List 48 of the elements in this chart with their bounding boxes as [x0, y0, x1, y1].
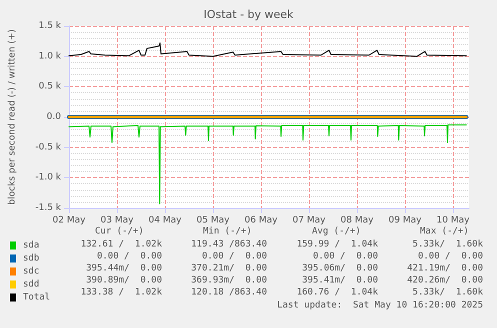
text: 159.99 / 1.04k [296, 240, 379, 250]
text: 0.00 / 0.00 [96, 252, 162, 262]
text: 395.41m/ 0.00 [302, 276, 378, 286]
text: 5.33k/ 1.60k [412, 240, 484, 250]
y-tick-label: 1.0 k [38, 51, 62, 62]
text: Min (-/+) [203, 226, 252, 236]
text: 132.61 / 1.02k [80, 240, 163, 250]
legend-label: sdd [23, 280, 40, 290]
y-tick-label: 1.5 k [38, 21, 62, 31]
y-axis-title: blocks per second read (-) / written (+) [8, 29, 18, 205]
text: 395.44m/ 0.00 [86, 264, 162, 274]
x-tick-label: 09 May [388, 216, 422, 226]
y-tick-label: 0.5 k [38, 82, 62, 92]
y-tick-label: -0.5 k [35, 142, 62, 152]
x-tick-label: 04 May [148, 216, 182, 226]
x-tick-label: 03 May [100, 216, 134, 226]
y-tick-label: -1.0 k [35, 172, 62, 183]
text: 0.00 / 0.00 [418, 252, 483, 262]
x-tick-label: 10 May [436, 216, 470, 226]
text: 119.43 /863.40 [191, 240, 267, 250]
legend-label: Total [23, 292, 50, 302]
chart-title: IOstat - by week [204, 8, 294, 21]
x-tick-label: 05 May [196, 216, 230, 226]
text: 120.18 /863.40 [191, 288, 267, 298]
text: 0.00 / 0.00 [312, 252, 378, 262]
text: Last update: Sat May 10 16:20:00 2025 [277, 300, 483, 310]
text: 370.21m/ 0.00 [191, 264, 267, 274]
text: 0.00 / 0.00 [202, 252, 267, 262]
legend-label: sda [23, 240, 40, 250]
y-tick-label: -1.5 k [35, 203, 62, 213]
legend-label: sdc [23, 266, 40, 276]
text: 390.89m/ 0.00 [86, 276, 162, 286]
y-tick-label: 0.0 [46, 112, 62, 122]
x-tick-label: 06 May [244, 216, 278, 226]
text: 133.38 / 1.02k [80, 288, 163, 298]
text: 5.33k/ 1.60k [412, 288, 484, 298]
x-tick-label: 02 May [52, 216, 86, 226]
text: 421.19m/ 0.00 [407, 264, 483, 274]
x-tick-label: 07 May [292, 216, 326, 226]
text: 420.26m/ 0.00 [407, 276, 483, 286]
x-tick-label: 08 May [340, 216, 374, 226]
legend-label: sdb [23, 254, 40, 264]
text: 395.06m/ 0.00 [302, 264, 378, 274]
text: Cur (-/+) [95, 226, 144, 236]
text: Max (-/+) [420, 226, 469, 236]
text: Avg (-/+) [312, 226, 361, 236]
text: 369.93m/ 0.00 [191, 276, 267, 286]
text: 160.76 / 1.04k [296, 288, 379, 298]
